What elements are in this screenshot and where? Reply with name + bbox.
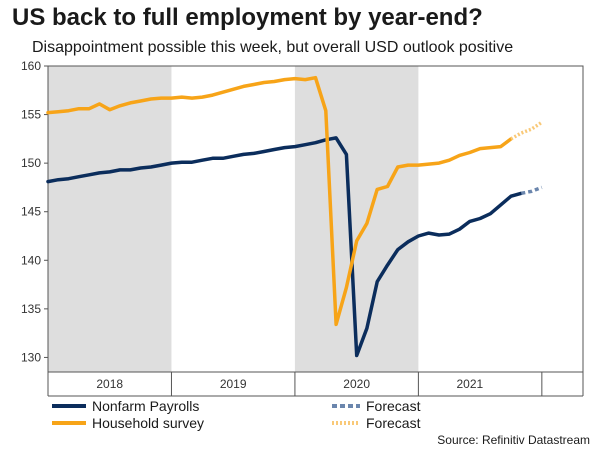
x-tick-label: 2021 (456, 377, 483, 391)
legend-label: Forecast (366, 398, 421, 414)
legend-label: Household survey (92, 415, 204, 431)
chart-subtitle: Disappointment possible this week, but o… (32, 39, 514, 56)
nonfarm-payrolls-forecast-line (520, 185, 543, 196)
y-tick-label: 135 (21, 302, 41, 316)
x-tick-label: 2018 (96, 377, 123, 391)
y-tick-label: 130 (21, 350, 41, 364)
household-survey-forecast-line (510, 120, 543, 141)
y-tick-label: 140 (21, 253, 41, 267)
chart-title: US back to full employment by year-end? (12, 4, 483, 31)
y-tick-label: 145 (21, 205, 41, 219)
y-tick-label: 155 (21, 108, 41, 122)
plot-frame (47, 65, 584, 373)
y-tick-label: 160 (21, 59, 41, 73)
x-tick-label: 2019 (220, 377, 247, 391)
household-survey-line (46, 75, 513, 327)
legend-label: Forecast (366, 415, 421, 431)
nonfarm-payrolls-line (46, 136, 524, 358)
legend-label: Nonfarm Payrolls (92, 398, 199, 414)
shaded-year-band (48, 66, 172, 372)
x-tick-label: 2020 (343, 377, 370, 391)
source-note: Source: Refinitiv Datastream (437, 433, 590, 447)
y-tick-label: 150 (21, 156, 41, 170)
